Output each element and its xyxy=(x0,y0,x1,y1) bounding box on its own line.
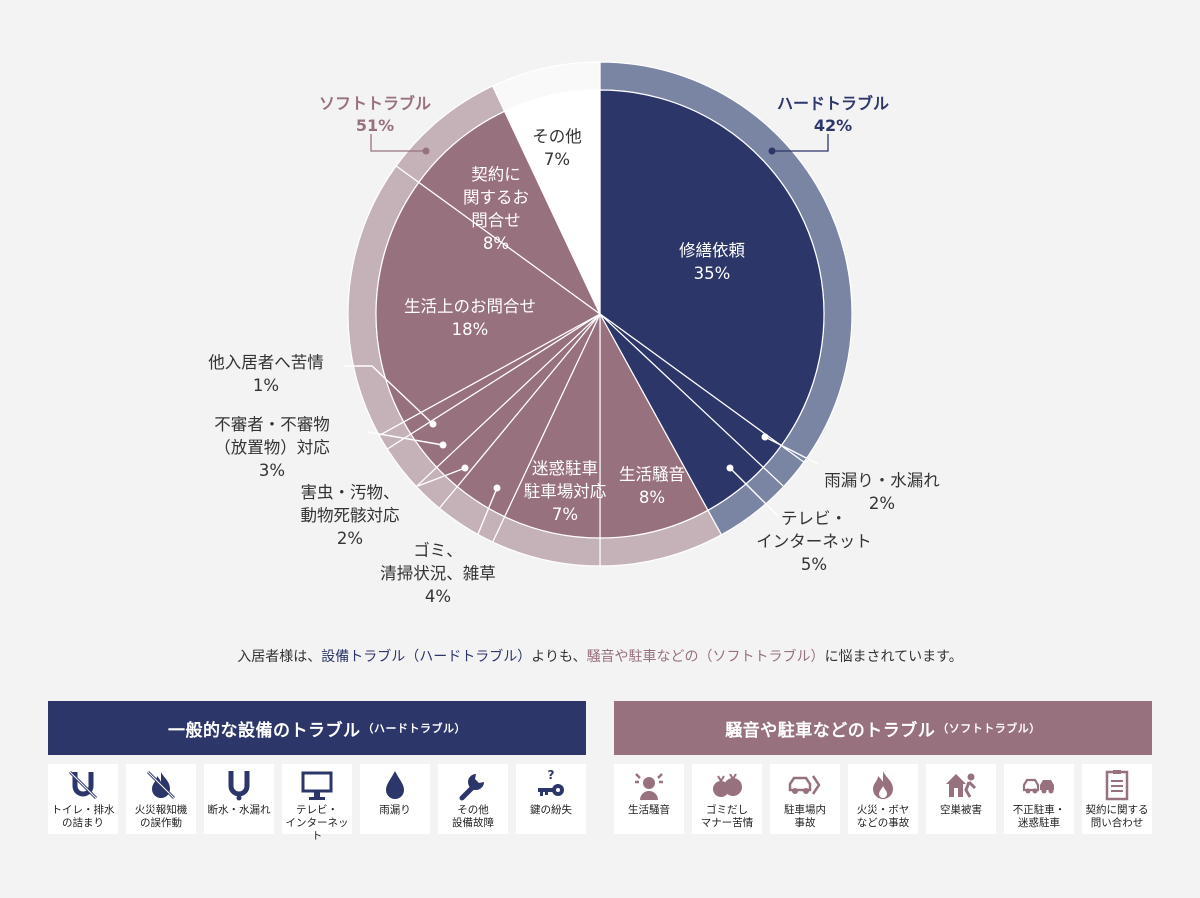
icon-label: トイレ・排水 の詰まり xyxy=(51,804,115,829)
pie-slice-3 xyxy=(599,313,709,539)
tv-icon xyxy=(301,771,333,800)
icon-label: 生活騒音 xyxy=(628,804,670,816)
pipe-icon xyxy=(228,771,250,801)
pie-slice-9 xyxy=(375,181,602,423)
icon-card-rain-leak: 雨漏り xyxy=(360,764,430,834)
caption-soft-trouble: 騒音や駐車などの（ソフトトラブル） xyxy=(586,649,825,665)
caption-part-1: 入居者様は、 xyxy=(237,649,322,665)
slice-label-8: 他入居者へ苦情 1% xyxy=(208,353,324,395)
leader-dot-1 xyxy=(761,433,769,441)
parking-icon xyxy=(1022,778,1054,794)
group-leader-soft xyxy=(370,134,426,152)
leader-line-8 xyxy=(344,365,434,425)
icon-card-parking-accident: 駐車場内 事故 xyxy=(770,764,840,834)
slice-label-5: ゴミ、清掃状況、雑草 4% xyxy=(380,540,496,606)
icon-card-fire-accident: 火災・ボヤ などの事故 xyxy=(848,764,918,834)
group-label-hard: ハードトラブル 42% xyxy=(777,94,889,135)
icon-card-tv-internet: テレビ・ インターネット xyxy=(282,764,352,842)
icon-label: 鍵の紛失 xyxy=(530,804,572,816)
icon-label: 駐車場内 事故 xyxy=(784,804,826,829)
soft-trouble-icon-list: 生活騒音 ゴミだし マナー苦情 駐車場内 事故 火災・ボヤ などの事故 空巣被害… xyxy=(614,764,1152,834)
water-drop-icon xyxy=(386,771,404,799)
leader-line-5 xyxy=(477,487,498,535)
icon-label: ゴミだし マナー苦情 xyxy=(700,804,754,829)
hard-trouble-title: 一般的な設備のトラブル xyxy=(168,720,361,741)
pie-slice-10 xyxy=(417,110,601,315)
soft-trouble-header: 騒音や駐車などのトラブル （ソフトトラブル） xyxy=(614,701,1152,755)
icon-label: 空巣被害 xyxy=(940,804,982,816)
slice-label-7: 不審者・不審物（放置物）対応 3% xyxy=(214,415,330,480)
slice-label-0: 修繕依頼 35% xyxy=(679,241,746,283)
icon-label: 火災・ボヤ などの事故 xyxy=(856,804,910,829)
pie-slice-11 xyxy=(503,89,601,315)
hard-trouble-icon-list: トイレ・排水 の詰まり 火災報知機 の誤作動 断水・水漏れ テレビ・ インターネ… xyxy=(48,764,586,842)
icon-label: 不正駐車・ 迷惑駐車 xyxy=(1012,804,1066,829)
icon-label: 雨漏り xyxy=(379,804,411,816)
icon-label: 断水・水漏れ xyxy=(207,804,271,816)
leader-dot-8 xyxy=(429,420,437,428)
noise-icon xyxy=(635,773,663,800)
soft-trouble-panel: 騒音や駐車などのトラブル （ソフトトラブル） 生活騒音 ゴミだし マナー苦情 駐車… xyxy=(614,701,1152,834)
caption-hard-trouble: 設備トラブル（ハードトラブル） xyxy=(321,649,532,665)
icon-card-illegal-parking: 不正駐車・ 迷惑駐車 xyxy=(1004,764,1074,834)
icon-card-water-outage: 断水・水漏れ xyxy=(204,764,274,834)
slice-label-9: 生活上のお問合せ 18% xyxy=(404,297,536,339)
leader-line-2 xyxy=(729,467,779,517)
icon-card-lost-key: ? 鍵の紛失 xyxy=(516,764,586,834)
hard-trouble-panel: 一般的な設備のトラブル （ハードトラブル） トイレ・排水 の詰まり 火災報知機 の… xyxy=(48,701,586,842)
icon-card-noise: 生活騒音 xyxy=(614,764,684,834)
icon-label: その他 設備故障 xyxy=(452,804,494,829)
group-dot-hard xyxy=(768,147,776,155)
hard-trouble-subtitle: （ハードトラブル） xyxy=(362,722,466,735)
group-leader-hard xyxy=(772,134,829,152)
contract-icon xyxy=(1105,770,1129,801)
leader-line-7 xyxy=(367,431,444,446)
slice-label-6: 害虫・汚物、動物死骸対応 2% xyxy=(301,483,401,548)
icon-card-garbage: ゴミだし マナー苦情 xyxy=(692,764,762,834)
leader-line-6 xyxy=(417,467,466,487)
chart-caption: 入居者様は、設備トラブル（ハードトラブル）よりも、騒音や駐車などの（ソフトトラブ… xyxy=(0,646,1200,666)
icon-label: 契約に関する 問い合わせ xyxy=(1085,804,1149,829)
hard-trouble-header: 一般的な設備のトラブル （ハードトラブル） xyxy=(48,701,586,755)
leader-line-1 xyxy=(764,436,819,465)
icon-label: 火災報知機 の誤作動 xyxy=(134,804,188,829)
icon-card-other-failure: その他 設備故障 xyxy=(438,764,508,834)
pie-slice-0 xyxy=(599,89,825,447)
icon-label: テレビ・ インターネット xyxy=(285,804,349,842)
icon-card-toilet-clog: トイレ・排水 の詰まり xyxy=(48,764,118,834)
soft-trouble-subtitle: （ソフトトラブル） xyxy=(937,722,1041,735)
fire-alarm-icon xyxy=(146,770,176,800)
lost-key-icon: ? xyxy=(538,768,564,796)
slice-label-11: その他 7% xyxy=(532,127,582,169)
pipe-clog-icon xyxy=(68,770,98,800)
fire-icon xyxy=(873,771,893,799)
caption-part-3: よりも、 xyxy=(531,649,587,665)
wrench-icon xyxy=(459,774,484,801)
garbage-bag-icon xyxy=(713,773,742,797)
leader-dot-7 xyxy=(439,441,447,449)
car-icon xyxy=(788,775,821,795)
slice-label-10: 契約に関するお問合せ 8% xyxy=(463,165,529,253)
slice-label-2: テレビ・インターネット 5% xyxy=(756,509,872,574)
leader-dot-6 xyxy=(461,464,469,472)
svg-text:?: ? xyxy=(548,768,555,782)
leader-dot-5 xyxy=(493,484,501,492)
slice-label-4: 迷惑駐車駐車場対応 7% xyxy=(524,459,607,524)
group-label-soft: ソフトトラブル 51% xyxy=(319,94,431,135)
slice-label-1: 雨漏り・水漏れ 2% xyxy=(824,471,940,513)
group-dot-soft xyxy=(422,147,430,155)
pie-chart: 修繕依頼 35% 雨漏り・水漏れ 2%テレビ・インターネット 5% 生活騒音 8% 迷惑駐車駐… xyxy=(208,61,940,606)
burglar-icon xyxy=(946,773,977,798)
icon-card-burglary: 空巣被害 xyxy=(926,764,996,834)
soft-trouble-title: 騒音や駐車などのトラブル xyxy=(725,720,936,741)
icon-card-fire-alarm: 火災報知機 の誤作動 xyxy=(126,764,196,834)
icon-card-contract-inquiry: 契約に関する 問い合わせ xyxy=(1082,764,1152,834)
caption-part-5: に悩まされています。 xyxy=(824,649,963,665)
leader-dot-2 xyxy=(726,464,734,472)
slice-label-3: 生活騒音 8% xyxy=(619,465,685,507)
